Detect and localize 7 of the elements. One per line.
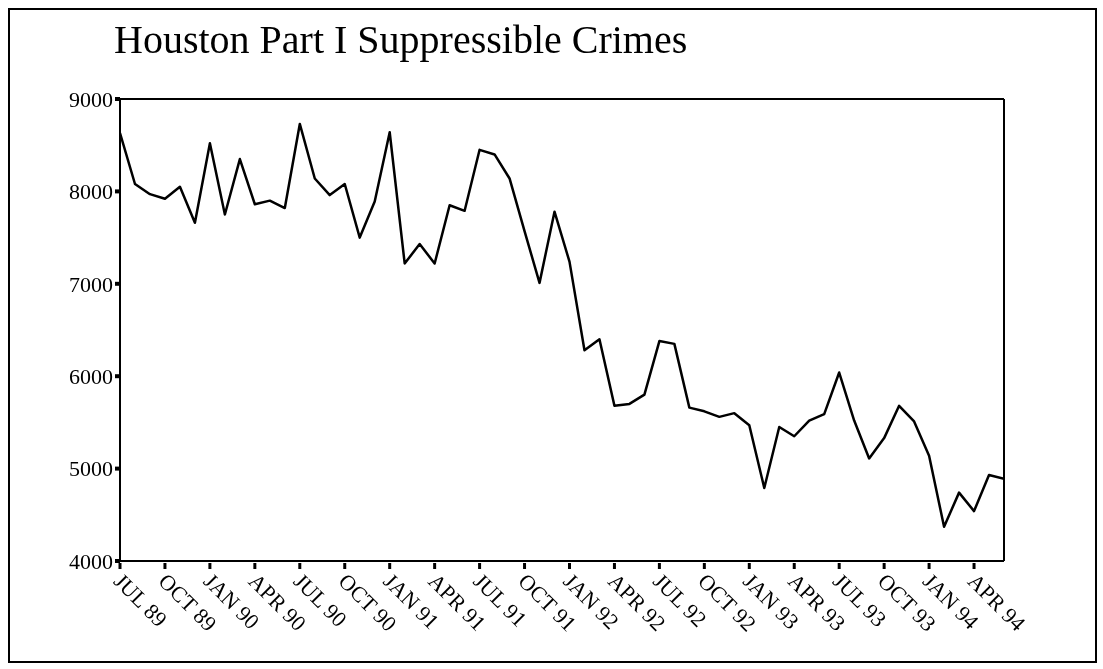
y-tick-label: 5000 [69,456,113,482]
y-tick-label: 9000 [69,86,113,112]
y-tick-label: 6000 [69,364,113,390]
y-tick-label: 4000 [69,548,113,574]
chart-title: Houston Part I Suppressible Crimes [114,16,688,63]
y-tick-label: 8000 [69,179,113,205]
y-tick-label: 7000 [69,271,113,297]
